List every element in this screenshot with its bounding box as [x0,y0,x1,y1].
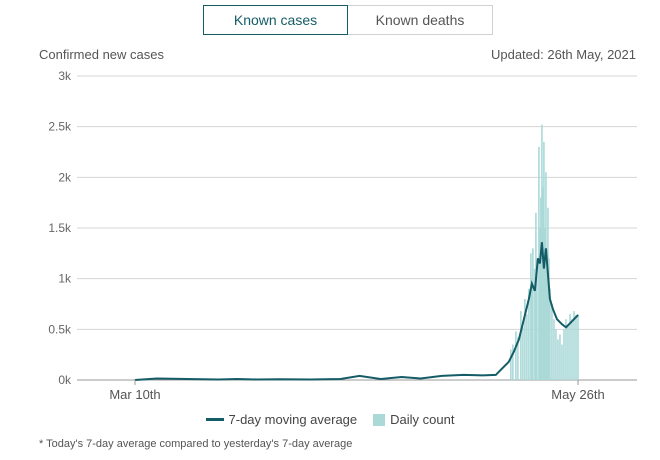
updated-date: Updated: 26th May, 2021 [490,47,636,62]
daily-count-bar [510,349,512,380]
y-tick-label: 2k [58,170,72,184]
y-axis: 0k 0.5k 1k 1.5k 2k 2.5k 3k [48,69,72,387]
daily-count-bar [531,278,533,380]
daily-count-bar [526,314,528,380]
daily-count-bar [551,304,553,380]
daily-count-bar [549,288,551,380]
daily-count-bar [555,329,557,380]
daily-count-bar [536,258,538,380]
daily-count-bar [515,331,517,380]
moving-average-line [134,242,579,381]
daily-count-bar [512,344,514,380]
daily-count-bar [571,319,573,380]
known-cases-tab[interactable]: Known cases [203,5,348,35]
daily-count-bar [539,228,541,380]
daily-count-bar [557,339,559,380]
daily-count-bar [577,314,579,380]
y-tick-label: 3k [58,69,72,83]
known-deaths-tab[interactable]: Known deaths [348,5,493,35]
y-tick-label: 1k [58,272,72,286]
daily-count-bar [517,337,519,380]
daily-count-bar [524,298,526,380]
daily-count-bar [528,288,530,380]
daily-count-bar [544,228,546,380]
legend-moving-average: 7-day moving average [205,412,358,427]
footnote: * Today's 7-day average compared to yest… [39,438,353,450]
daily-count-bar [522,327,524,380]
metric-toggle: Known cases Known deaths [203,5,493,35]
line-swatch [205,418,224,421]
legend-moving-average-label: 7-day moving average [228,412,358,427]
daily-count-bar [532,248,534,380]
daily-count-bars [510,124,579,380]
y-axis-title: Confirmed new cases [39,47,164,62]
daily-count-bar [546,248,548,380]
daily-count-bar [545,172,547,380]
daily-count-bar [534,268,536,380]
y-tick-label: 0k [58,373,72,387]
daily-count-bar [575,315,577,380]
daily-count-bar [547,207,549,380]
daily-count-bar [565,319,567,380]
grid-lines [77,75,637,381]
y-tick-label: 2.5k [48,120,72,134]
daily-count-bar [553,319,555,380]
chart-legend: 7-day moving average Daily count [0,412,660,427]
legend-daily-count-label: Daily count [390,412,455,427]
daily-count-bar [573,311,575,380]
legend-daily-count: Daily count [373,412,454,427]
daily-count-bar [542,187,544,380]
daily-count-bar [540,197,542,380]
daily-count-bar [561,344,563,380]
daily-count-bar [567,324,569,380]
y-tick-label: 1.5k [48,221,72,235]
x-tick-label: May 26th [551,387,604,402]
cases-chart: 0k 0.5k 1k 1.5k 2k 2.5k 3k Mar 10th May 26th [48,69,637,402]
daily-count-bar [530,253,532,380]
daily-count-bar [548,258,550,380]
daily-count-bar [559,334,561,380]
x-tick-label: Mar 10th [109,387,160,402]
daily-count-bar [535,212,537,380]
daily-count-bar [520,311,522,380]
daily-count-bar [563,329,565,380]
x-axis: Mar 10th May 26th [109,380,605,402]
daily-count-bar [569,314,571,380]
bar-swatch [373,413,386,426]
y-tick-label: 0.5k [48,322,72,336]
